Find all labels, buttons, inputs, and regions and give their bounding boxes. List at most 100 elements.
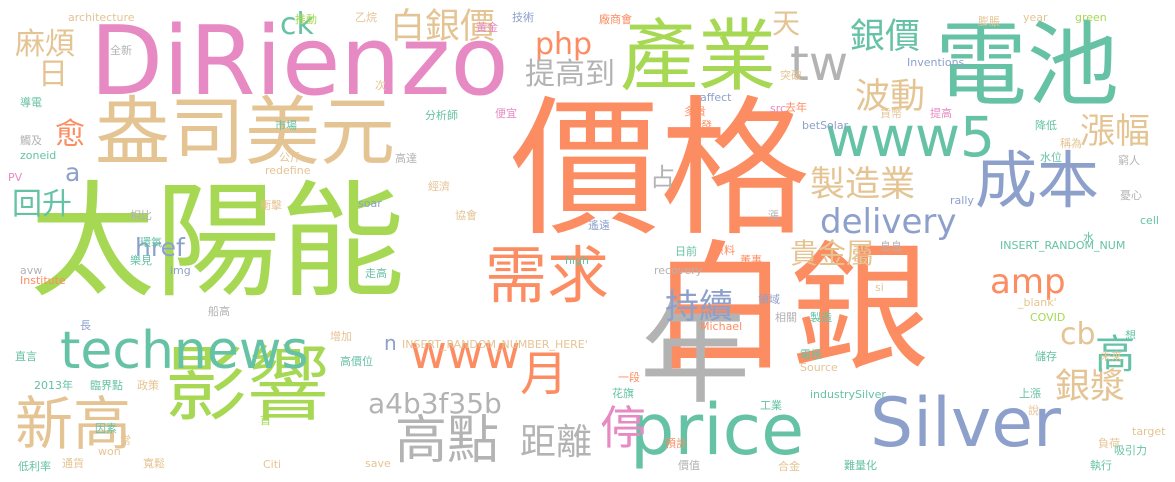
word-cloud-word: 去年 (785, 101, 807, 114)
word-cloud-word: 水位 (1040, 151, 1062, 164)
word-cloud-word: href (135, 233, 185, 262)
word-cloud-word: 突破 (780, 69, 802, 82)
word-cloud-word: 月 (520, 346, 569, 402)
word-cloud-word: 負荷 (1098, 437, 1120, 450)
word-cloud-word: PV (8, 171, 23, 184)
word-cloud-word: 協會 (455, 209, 477, 222)
word-cloud-word: 工業 (760, 399, 782, 412)
word-cloud-word: 日前 (675, 245, 697, 258)
word-cloud-word: Citi (263, 458, 282, 471)
word-cloud-word: 占 (650, 163, 676, 192)
word-cloud-word: 膨脹 (978, 15, 1000, 28)
word-cloud-word: 儲存 (1035, 350, 1057, 363)
word-cloud-word: 相關 (775, 311, 797, 324)
word-cloud-word: architecture (68, 11, 135, 24)
word-cloud-word: 製造業 (810, 165, 916, 205)
word-cloud-word: 銀價 (850, 17, 921, 57)
word-cloud-word: 未來 (1100, 350, 1122, 363)
word-cloud-word: 息息 (880, 240, 902, 253)
word-cloud-word: 說 (1028, 404, 1039, 417)
word-cloud-word: 需求 (485, 239, 610, 312)
word-cloud-word: 持續 (665, 287, 733, 327)
word-cloud-word: 走高 (365, 267, 387, 280)
word-cloud-word: won (98, 445, 121, 458)
word-cloud-word: green (1075, 11, 1107, 24)
word-cloud-word: 分析師 (425, 109, 458, 122)
word-cloud-word: 電池 (935, 12, 1120, 119)
word-cloud-word: 導電 (20, 96, 42, 109)
word-cloud-word: n (384, 331, 397, 355)
word-cloud-word: 吸引力 (1114, 444, 1147, 457)
word-cloud-word: technews (60, 321, 309, 381)
word-cloud-word: 窮人 (1118, 154, 1140, 167)
word-cloud-word: 遙遠 (588, 219, 610, 232)
word-cloud-word: cb (1060, 317, 1096, 352)
word-cloud-word: 預計 (665, 437, 687, 450)
word-cloud-word: avw (20, 264, 43, 277)
word-cloud-word: INSERT_RANDOM_NUMBER_HERE' (402, 338, 588, 351)
word-cloud-word: Institute (20, 274, 66, 287)
word-cloud-word: 太陽能 (30, 170, 405, 315)
word-cloud-word: 成本 (975, 144, 1100, 217)
word-cloud-word: 首 (260, 414, 271, 427)
word-cloud-word: 上漲 (1019, 387, 1041, 400)
word-cloud-word: 日 (38, 57, 68, 92)
word-cloud-word: save (365, 457, 391, 470)
word-cloud-word: 因素 (95, 422, 117, 435)
word-cloud-word: 一段 (618, 371, 640, 384)
word-cloud-word: 麻煩 (15, 27, 75, 62)
word-cloud-word: 距離 (520, 422, 593, 463)
word-cloud-word: www5 (825, 105, 995, 169)
word-cloud-word: 高價位 (340, 355, 373, 368)
word-cloud-word: 樂見 (130, 254, 152, 267)
word-cloud-word: cell (1140, 214, 1159, 227)
word-cloud-word: 執行 (1090, 459, 1112, 472)
word-cloud-word: 政策 (137, 379, 159, 392)
word-cloud-word: Source (800, 361, 838, 374)
word-cloud-word: Michael (700, 320, 743, 333)
word-cloud-word: 環氧 (140, 236, 162, 249)
word-cloud-word: 研發 (690, 119, 712, 132)
word-cloud-word: 市場 (275, 119, 297, 132)
word-cloud-word: 高 (1095, 332, 1135, 378)
word-cloud-word: 想 (1125, 329, 1136, 342)
word-cloud-word: 長 (80, 319, 91, 332)
word-cloud-word: ck (280, 7, 314, 42)
word-cloud-word: 花旗 (612, 387, 634, 400)
word-cloud-word: zoneid (20, 149, 57, 162)
word-cloud-word: redefine (265, 164, 311, 177)
word-cloud-word: 衝擊 (260, 199, 282, 212)
word-cloud-word: 黃金 (476, 21, 498, 34)
word-cloud-word: 2013年 (34, 379, 73, 392)
word-cloud-word: 多貴 (684, 105, 706, 118)
word-cloud-word: 常 (120, 434, 131, 447)
word-cloud-word: www (410, 326, 521, 379)
word-cloud-word: industrySilver (810, 388, 886, 401)
word-cloud-word: 漲幅 (1080, 112, 1151, 152)
word-cloud-word: 愈 (55, 117, 85, 152)
word-cloud-word: 回升 (12, 187, 72, 222)
word-cloud-word: COVID (1030, 311, 1066, 324)
word-cloud-word: 難量化 (844, 459, 877, 472)
word-cloud-word: 寬鬆 (143, 457, 165, 470)
word-cloud-word: 影響 (165, 338, 330, 433)
word-cloud-word: 銀漿 (1055, 367, 1126, 407)
word-cloud-word: 產業 (620, 12, 777, 102)
word-cloud-word: si (875, 281, 884, 294)
word-cloud-word: 直言 (15, 350, 37, 363)
word-cloud-word: affect (700, 91, 732, 104)
word-cloud-word: 電極 (800, 348, 822, 361)
word-cloud-word: soar (358, 197, 382, 210)
word-cloud-word: 觸及 (20, 134, 42, 147)
word-cloud-word: 貨幣 (880, 107, 902, 120)
word-cloud-word: 提高到 (525, 57, 615, 92)
word-cloud-word: Inventions (907, 56, 965, 69)
word-cloud-word: 便宜 (495, 107, 517, 120)
word-cloud-word: 臨界點 (90, 379, 123, 392)
word-cloud-word: img (170, 264, 191, 277)
word-cloud-word: 製造 (810, 311, 832, 324)
word-cloud-word: tw (790, 36, 849, 92)
word-cloud-word: high (565, 254, 589, 267)
word-cloud-word: recovery (654, 264, 703, 277)
word-cloud-word: 原料 (713, 244, 735, 257)
